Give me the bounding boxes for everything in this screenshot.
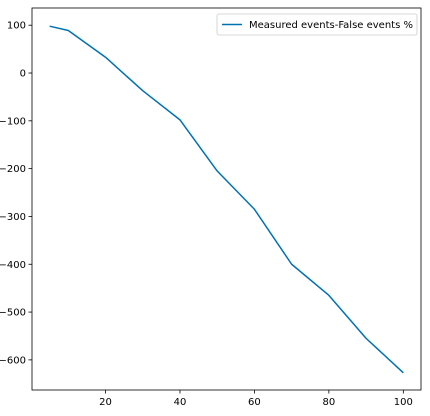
y-tick-label: −500 xyxy=(0,308,26,319)
x-tick-label: 20 xyxy=(99,397,112,408)
y-tick-label: 0 xyxy=(20,69,26,80)
x-tick-label: 40 xyxy=(174,397,187,408)
legend-label: Measured events-False events % xyxy=(249,20,413,31)
y-tick-label: −400 xyxy=(0,260,26,271)
y-tick-label: 100 xyxy=(7,21,26,32)
y-tick-label: −600 xyxy=(0,355,26,366)
plot-area xyxy=(32,8,421,390)
y-tick-label: −100 xyxy=(0,116,26,127)
x-tick-label: 100 xyxy=(394,397,413,408)
x-tick-label: 60 xyxy=(248,397,261,408)
series-layer xyxy=(49,25,404,374)
plot-frame xyxy=(31,7,422,391)
y-tick-label: −200 xyxy=(0,164,26,175)
y-tick-label: −300 xyxy=(0,212,26,223)
x-axis-ticks: 20 40 60 80 100 xyxy=(99,390,413,408)
x-tick-label: 80 xyxy=(323,397,336,408)
legend: Measured events-False events % xyxy=(216,13,418,36)
series-line-0 xyxy=(49,25,404,374)
y-axis-ticks: 100 0 −100 −200 −300 −400 −500 −600 xyxy=(0,21,32,366)
legend-box xyxy=(216,13,418,36)
